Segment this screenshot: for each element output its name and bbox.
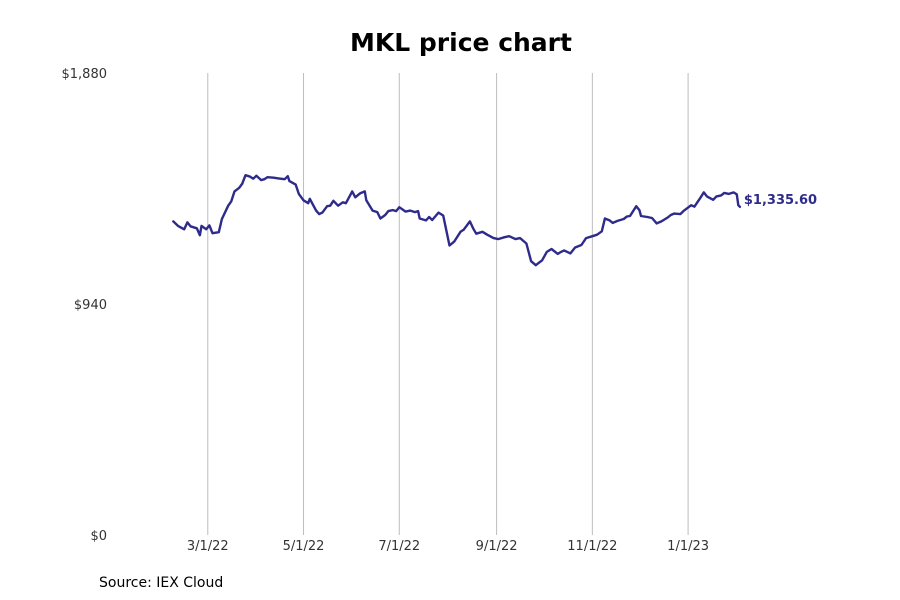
x-tick-label: 9/1/22 (476, 539, 518, 554)
x-tick-label: 5/1/22 (283, 539, 325, 554)
y-tick-label: $1,880 (62, 67, 108, 82)
source-note: Source: IEX Cloud (99, 575, 223, 591)
y-tick-label: $0 (90, 529, 107, 544)
price-series-line (172, 174, 742, 267)
y-tick-label: $940 (74, 298, 107, 313)
chart-title: MKL price chart (350, 28, 572, 57)
x-tick-label: 1/1/23 (667, 539, 709, 554)
axis-ticks: 3/1/22 5/1/22 7/1/22 9/1/22 11/1/22 1/1/23 $0 $… (62, 67, 710, 554)
x-tick-label: 11/1/22 (567, 539, 617, 554)
last-price-label: $1,335.60 (744, 193, 817, 208)
x-tick-label: 7/1/22 (378, 539, 420, 554)
gridlines (207, 73, 689, 535)
x-tick-label: 3/1/22 (187, 539, 229, 554)
plot-area: $1,335.60 (172, 174, 817, 267)
